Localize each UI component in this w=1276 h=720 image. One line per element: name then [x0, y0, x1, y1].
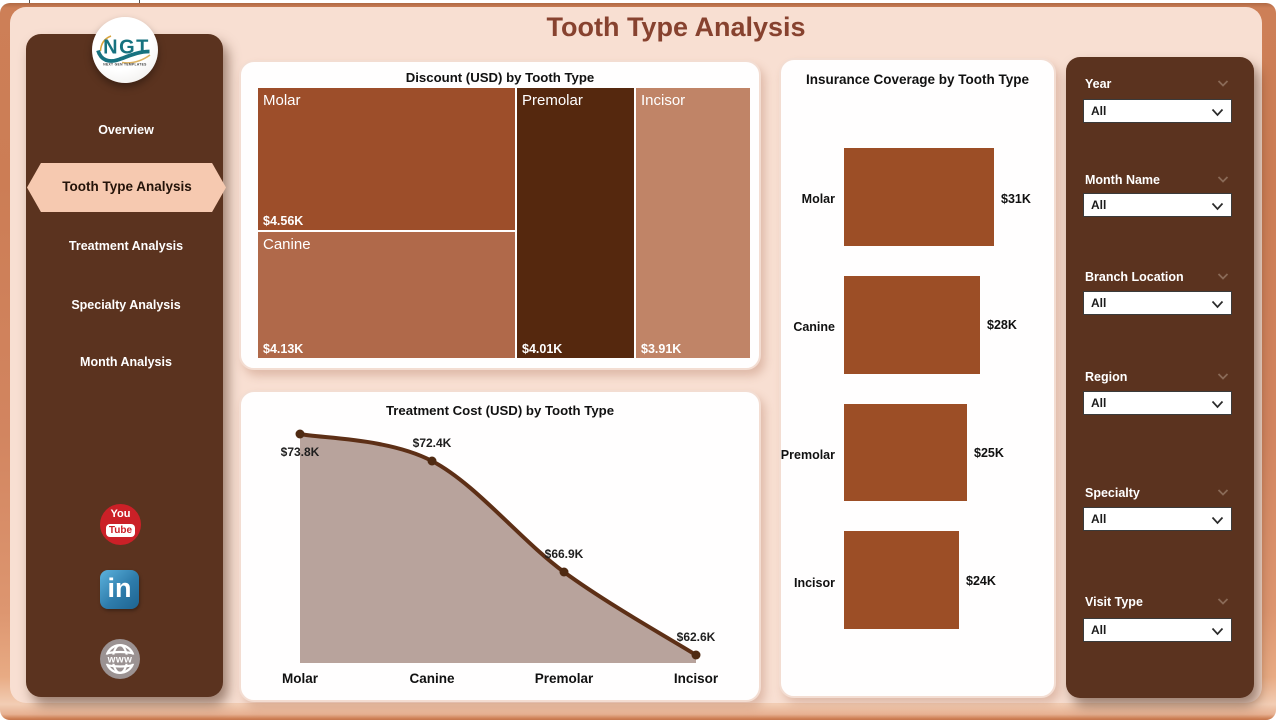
svg-text:NGT: NGT: [103, 37, 150, 59]
svg-text:$62.6K: $62.6K: [677, 630, 716, 644]
svg-text:NEXT GEN TEMPLATES: NEXT GEN TEMPLATES: [103, 63, 147, 67]
svg-text:$73.8K: $73.8K: [281, 445, 320, 459]
svg-text:$72.4K: $72.4K: [413, 436, 452, 450]
svg-text:Incisor: Incisor: [674, 671, 719, 686]
svg-text:$66.9K: $66.9K: [545, 547, 584, 561]
svg-text:Molar: Molar: [282, 671, 319, 686]
svg-text:www: www: [107, 655, 133, 666]
svg-text:Canine: Canine: [409, 671, 455, 686]
svg-text:Premolar: Premolar: [535, 671, 594, 686]
